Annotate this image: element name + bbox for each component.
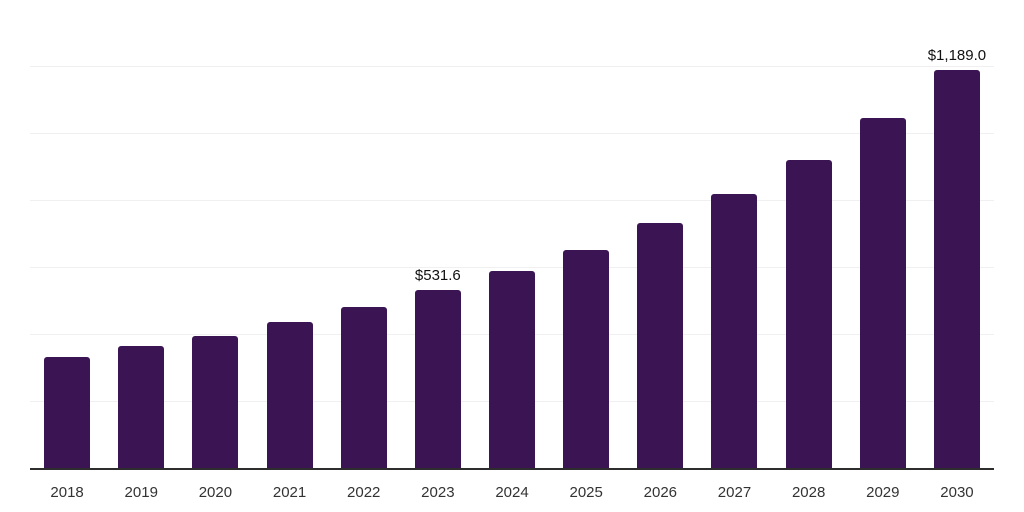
bar-slot-2029 (846, 1, 920, 468)
x-tick-label-2030: 2030 (940, 484, 974, 501)
bar-2025 (563, 249, 610, 468)
bar-slot-2023: $531.6 (401, 1, 475, 468)
x-tick-label-2029: 2029 (866, 484, 900, 501)
bar-2019 (118, 345, 165, 468)
x-tick-label-2026: 2026 (643, 484, 678, 501)
x-tick-label-2023: 2023 (421, 484, 455, 501)
x-tick-label-2019: 2019 (124, 484, 158, 501)
x-tick-label-2020: 2020 (198, 484, 233, 501)
x-tick-label-2025: 2025 (569, 484, 603, 501)
bar-2022 (340, 306, 387, 468)
bar-slot-2025 (549, 1, 623, 468)
x-tick-label-2022: 2022 (347, 484, 381, 501)
bar-slot-2022 (327, 1, 401, 468)
x-tick-label-2027: 2027 (717, 484, 752, 501)
bar-2018 (44, 356, 91, 468)
bar-2029 (859, 117, 906, 468)
bar-slot-2018 (30, 1, 104, 468)
bar-slot-2028 (772, 1, 846, 468)
gridline (30, 66, 994, 67)
bar-slot-2027 (697, 1, 771, 468)
x-tick-label-2024: 2024 (495, 484, 529, 501)
bar-2027 (711, 193, 758, 468)
bar-slot-2024 (475, 1, 549, 468)
bar-slot-2019 (104, 1, 178, 468)
gridline (30, 267, 994, 268)
x-tick-label-2028: 2028 (791, 484, 826, 501)
x-axis: 2018 2019 2020 2021 2022 2023 2024 2025 2026 2027… (30, 484, 994, 504)
bar-slot-2020 (178, 1, 252, 468)
bar-slot-2026 (623, 1, 697, 468)
bar-slot-2030: $1,189.0 (920, 1, 994, 468)
bar-slot-2021 (252, 1, 326, 468)
data-label-2023: $531.6 (414, 266, 461, 284)
bar-2026 (637, 222, 684, 468)
x-tick-label-2021: 2021 (272, 484, 307, 501)
gridline (30, 133, 994, 134)
plot-area: $531.6 $1,189.0 (30, 1, 994, 470)
bar-2030 (933, 69, 980, 468)
bar-2020 (192, 335, 239, 468)
data-label-2030: $1,189.0 (927, 46, 987, 64)
gridline (30, 200, 994, 201)
x-tick-label-2018: 2018 (50, 484, 84, 501)
bar-2021 (266, 321, 313, 468)
bar-2023 (414, 289, 461, 468)
bar-2024 (488, 270, 535, 468)
bar-2028 (785, 159, 832, 468)
